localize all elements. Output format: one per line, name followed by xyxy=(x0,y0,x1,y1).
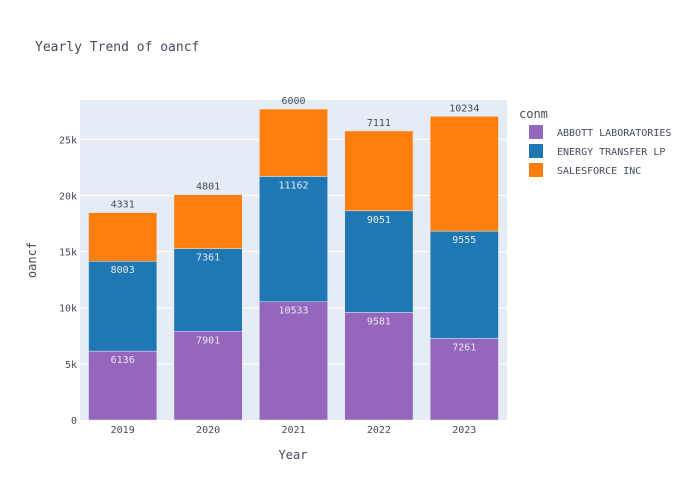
bar-segment xyxy=(259,301,328,421)
y-tick-label: 15k xyxy=(59,248,77,259)
legend-label: ENERGY TRANSFER LP xyxy=(557,147,665,158)
bar-value-label: 9051 xyxy=(367,215,391,226)
x-axis-title: Year xyxy=(279,448,308,462)
bar-segment xyxy=(344,312,414,421)
bar-value-label: 4801 xyxy=(196,182,220,193)
legend-label: ABBOTT LABORATORIES xyxy=(557,128,671,139)
bar-segment xyxy=(173,331,243,421)
bar-segment xyxy=(88,350,158,421)
bar-segment xyxy=(429,116,499,232)
legend: ABBOTT LABORATORIES ENERGY TRANSFER LP SAL… xyxy=(529,125,671,177)
bar-segment xyxy=(429,338,499,421)
bar-segment xyxy=(259,108,328,177)
x-tick-label: 2022 xyxy=(367,425,391,436)
x-tick-label: 2023 xyxy=(452,425,476,436)
legend-swatch xyxy=(529,125,543,139)
bar-value-label: 7361 xyxy=(196,253,220,264)
bar-value-label: 6000 xyxy=(281,96,305,107)
bar-value-label: 8003 xyxy=(111,265,135,276)
y-tick-label: 0 xyxy=(71,416,77,427)
bar-segment xyxy=(173,194,243,249)
x-axis-ticks: 2019 2020 2021 2022 2023 xyxy=(111,425,477,436)
y-axis-title: oancf xyxy=(25,242,39,278)
legend-swatch xyxy=(529,163,543,177)
legend-swatch xyxy=(529,144,543,158)
x-tick-label: 2021 xyxy=(281,425,305,436)
chart-title: Yearly Trend of oancf xyxy=(35,40,199,55)
bar-value-label: 10234 xyxy=(449,103,479,114)
bar-segment xyxy=(173,248,243,332)
y-tick-label: 5k xyxy=(65,360,77,371)
legend-label: SALESFORCE INC xyxy=(557,166,641,177)
bar-segment xyxy=(259,176,328,302)
bar-value-label: 10533 xyxy=(278,306,308,317)
y-tick-label: 25k xyxy=(59,135,77,146)
bar-value-label: 7901 xyxy=(196,335,220,346)
bar-value-label: 4331 xyxy=(111,200,135,211)
y-axis-ticks: 0 5k 10k 15k 20k 25k xyxy=(59,135,77,427)
bar-segment xyxy=(344,210,414,313)
bar-segment xyxy=(429,230,499,339)
data-labels: 6136 8003 4331 7901 7361 4801 10533 11162 6000 95… xyxy=(111,96,480,366)
bar-value-label: 9555 xyxy=(452,235,476,246)
bar-value-label: 6136 xyxy=(111,355,135,366)
bars xyxy=(88,108,499,421)
y-tick-label: 20k xyxy=(59,191,77,202)
bar-segment xyxy=(88,260,158,352)
legend-title: conm xyxy=(519,107,548,121)
x-tick-label: 2019 xyxy=(111,425,135,436)
bar-value-label: 7261 xyxy=(452,342,476,353)
bar-value-label: 9581 xyxy=(367,316,391,327)
x-tick-label: 2020 xyxy=(196,425,220,436)
bar-segment xyxy=(344,130,414,212)
bar-segment xyxy=(88,212,158,262)
bar-value-label: 11162 xyxy=(278,180,308,191)
bar-value-label: 7111 xyxy=(367,118,391,129)
y-tick-label: 10k xyxy=(59,304,77,315)
